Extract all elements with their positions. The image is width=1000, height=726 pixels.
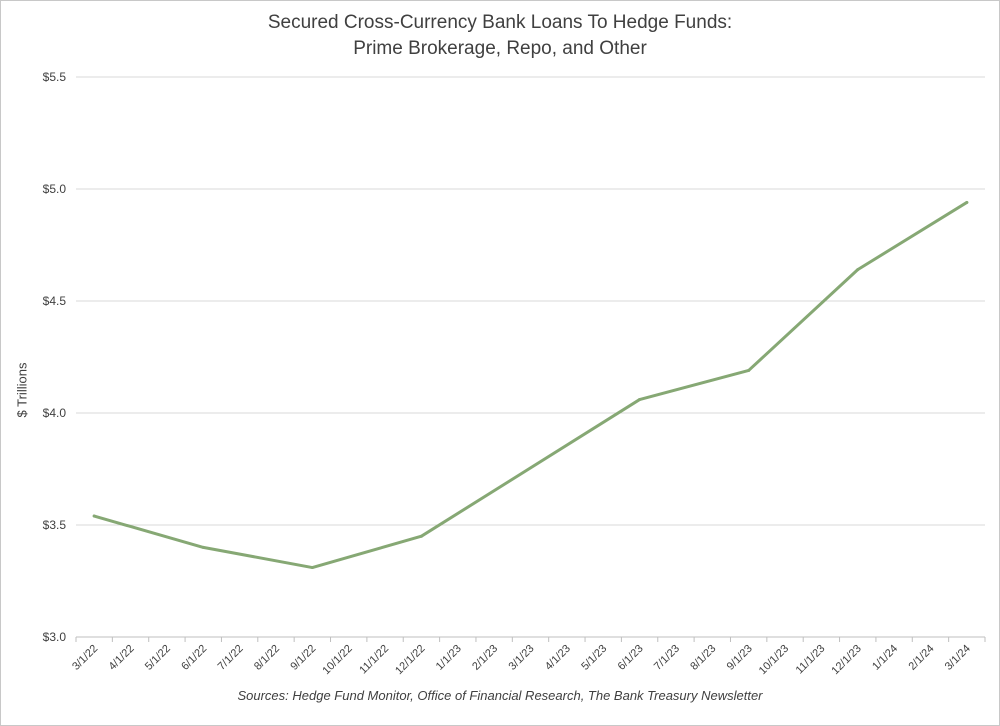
x-tick-label: 5/1/23	[579, 643, 609, 673]
y-tick-label: $5.0	[43, 182, 67, 196]
x-tick-label: 12/1/23	[829, 643, 863, 677]
x-tick-label: 5/1/22	[143, 643, 173, 673]
y-tick-label: $3.5	[43, 518, 67, 532]
chart-title-line1: Secured Cross-Currency Bank Loans To Hed…	[267, 12, 733, 33]
source-note: Sources: Hedge Fund Monitor, Office of F…	[237, 688, 763, 703]
y-tick-label: $4.0	[43, 406, 67, 420]
x-tick-label: 8/1/22	[252, 643, 282, 673]
y-tick-label: $3.0	[43, 630, 67, 644]
x-tick-label: 7/1/22	[216, 643, 246, 673]
series-line	[92, 200, 969, 570]
x-tick-label: 2/1/23	[470, 643, 500, 673]
x-tick-label: 4/1/23	[543, 643, 573, 673]
data-point	[310, 566, 314, 570]
x-tick-label: 4/1/22	[107, 643, 137, 673]
x-tick-label: 7/1/23	[652, 643, 682, 673]
data-point	[747, 368, 751, 372]
x-tick-label: 3/1/22	[70, 643, 100, 673]
data-point	[419, 534, 423, 538]
x-tick-label: 12/1/22	[393, 643, 427, 677]
data-point	[965, 200, 969, 204]
y-tick-label: $5.5	[43, 70, 67, 84]
x-tick-label: 6/1/23	[616, 643, 646, 673]
x-tick-label: 6/1/22	[179, 643, 209, 673]
x-tick-label: 1/1/24	[870, 643, 900, 673]
data-point	[92, 514, 96, 518]
x-tick-label: 9/1/23	[725, 643, 755, 673]
data-point	[856, 268, 860, 272]
x-tick-label: 2/1/24	[906, 643, 936, 673]
data-point	[201, 545, 205, 549]
data-point	[638, 398, 642, 402]
x-tick-label: 10/1/22	[320, 643, 354, 677]
y-tick-label: $4.5	[43, 294, 67, 308]
x-tick-label: 3/1/24	[943, 643, 973, 673]
x-tick-label: 10/1/23	[757, 643, 791, 677]
chart-title-line2: Prime Brokerage, Repo, and Other	[353, 38, 647, 59]
x-tick-label: 11/1/23	[794, 643, 828, 677]
x-tick-label: 11/1/22	[357, 643, 391, 677]
x-tick-label: 1/1/23	[434, 643, 464, 673]
x-tick-label: 9/1/22	[288, 643, 318, 673]
x-tick-label: 3/1/23	[507, 643, 537, 673]
x-tick-label: 8/1/23	[688, 643, 718, 673]
